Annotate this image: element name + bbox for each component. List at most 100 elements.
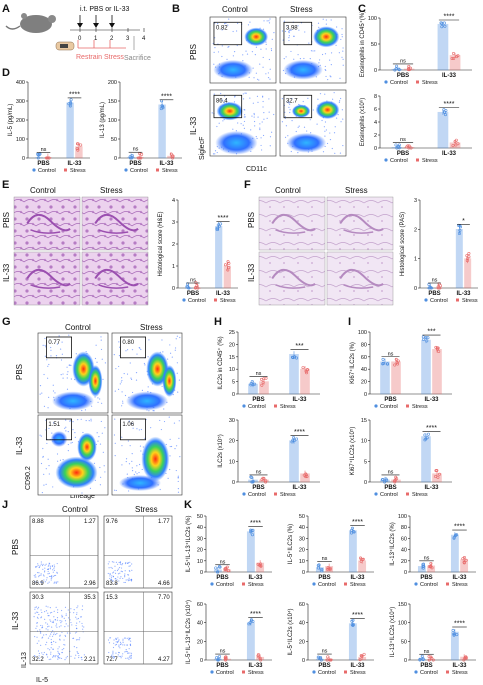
legend-label-control: Control bbox=[420, 670, 438, 676]
flow-event-dot bbox=[44, 570, 46, 572]
significance-label: **** bbox=[69, 91, 80, 98]
flow-event-dot bbox=[45, 634, 47, 636]
flow-event-dot bbox=[57, 652, 59, 654]
data-point bbox=[464, 655, 468, 659]
flow-event-dot bbox=[65, 419, 67, 421]
flow-event-dot bbox=[36, 616, 39, 618]
flow-event-dot bbox=[112, 650, 114, 652]
y-tick-label: 15 bbox=[229, 355, 235, 361]
significance-label: *** bbox=[427, 329, 435, 336]
flow-density-blob bbox=[88, 365, 103, 397]
flow-event-dot bbox=[53, 610, 55, 612]
flow-event-dot bbox=[341, 109, 343, 111]
row-label-pbs: PBS bbox=[247, 212, 256, 228]
flow-event-dot bbox=[48, 473, 50, 475]
airway-lumen bbox=[275, 284, 306, 289]
flow-event-dot bbox=[262, 66, 264, 68]
flow-event-dot bbox=[110, 577, 113, 579]
flow-event-dot bbox=[259, 127, 261, 129]
data-point bbox=[359, 556, 363, 560]
flow-density-blob bbox=[213, 59, 253, 80]
y-tick-label: 25 bbox=[229, 330, 235, 336]
data-point bbox=[439, 21, 443, 25]
flow-event-dot bbox=[342, 50, 344, 52]
flow-event-dot bbox=[48, 625, 50, 627]
y-tick-label: 10 bbox=[229, 459, 235, 465]
x-tick-label: IL-33 bbox=[350, 663, 365, 669]
flow-event-dot bbox=[322, 151, 325, 153]
flow-event-dot bbox=[50, 633, 52, 635]
flow-event-dot bbox=[114, 569, 116, 572]
flow-event-dot bbox=[118, 639, 120, 641]
flow-event-dot bbox=[41, 491, 43, 494]
flow-event-dot bbox=[56, 343, 59, 345]
flow-event-dot bbox=[38, 572, 40, 574]
flow-event-dot bbox=[253, 116, 255, 118]
col-label-control: Control bbox=[222, 5, 248, 14]
flow-event-dot bbox=[50, 577, 52, 579]
quadrant-value-lower-left: 86.9 bbox=[32, 581, 44, 587]
x-tick-label: PBS bbox=[420, 575, 432, 581]
data-point bbox=[218, 654, 222, 658]
flow-event-dot bbox=[39, 632, 42, 634]
flow-event-dot bbox=[160, 428, 162, 431]
flow-event-dot bbox=[38, 652, 40, 655]
flow-event-dot bbox=[47, 606, 49, 608]
flow-event-dot bbox=[120, 576, 122, 578]
flow-event-dot bbox=[40, 573, 42, 575]
y-axis-label: IL-13⁺ILC2s (%) bbox=[389, 522, 396, 566]
quadrant-value-lower-left: 83.8 bbox=[106, 581, 118, 587]
data-point bbox=[380, 478, 384, 482]
x-tick-label: PBS bbox=[420, 663, 432, 669]
flow-event-dot bbox=[317, 22, 320, 24]
flow-event-dot bbox=[120, 657, 122, 659]
flow-event-dot bbox=[125, 650, 127, 653]
data-point bbox=[362, 652, 366, 656]
flow-event-dot bbox=[49, 612, 52, 614]
flow-event-dot bbox=[42, 563, 44, 566]
flow-event-dot bbox=[64, 606, 67, 608]
flow-event-dot bbox=[135, 471, 137, 473]
flow-event-dot bbox=[34, 574, 37, 576]
bar bbox=[215, 226, 223, 289]
flow-event-dot bbox=[113, 561, 115, 563]
flow-event-dot bbox=[47, 570, 49, 573]
flow-event-dot bbox=[88, 420, 90, 422]
data-point bbox=[318, 656, 322, 660]
flow-event-dot bbox=[36, 625, 38, 627]
flow-event-dot bbox=[107, 572, 109, 575]
data-point bbox=[260, 383, 264, 387]
y-tick-label: 50 bbox=[197, 514, 203, 520]
flow-event-dot bbox=[52, 630, 54, 632]
legend-label-control: Control bbox=[380, 404, 398, 410]
gate-percentage: 0.82 bbox=[216, 25, 228, 31]
data-point bbox=[435, 347, 439, 351]
airway-lumen bbox=[94, 213, 139, 232]
flow-event-dot bbox=[97, 397, 99, 399]
data-point bbox=[317, 656, 321, 660]
flow-event-dot bbox=[76, 613, 78, 616]
flow-event-dot bbox=[235, 30, 238, 32]
flow-event-dot bbox=[342, 47, 344, 49]
flow-event-dot bbox=[217, 23, 219, 25]
col-label-control: Control bbox=[65, 323, 91, 332]
flow-event-dot bbox=[179, 456, 181, 458]
flow-event-dot bbox=[317, 98, 319, 100]
flow-event-dot bbox=[124, 576, 126, 578]
flow-event-dot bbox=[114, 572, 117, 575]
flow-event-dot bbox=[138, 463, 141, 466]
flow-event-dot bbox=[177, 477, 179, 479]
legend-marker-control bbox=[124, 168, 128, 172]
legend-marker-control bbox=[312, 582, 316, 586]
y-tick-label: 100 bbox=[358, 330, 367, 336]
flow-event-dot bbox=[284, 116, 286, 118]
flow-event-dot bbox=[342, 118, 344, 120]
flow-event-dot bbox=[107, 639, 110, 641]
flow-event-dot bbox=[42, 568, 44, 571]
significance-label: ns bbox=[256, 371, 262, 377]
flow-event-dot bbox=[80, 418, 82, 420]
y-axis-label: ILC2s (x10⁵) bbox=[217, 434, 224, 468]
flow-event-dot bbox=[268, 98, 270, 100]
flow-event-dot bbox=[267, 72, 269, 74]
flow-event-dot bbox=[57, 655, 59, 657]
